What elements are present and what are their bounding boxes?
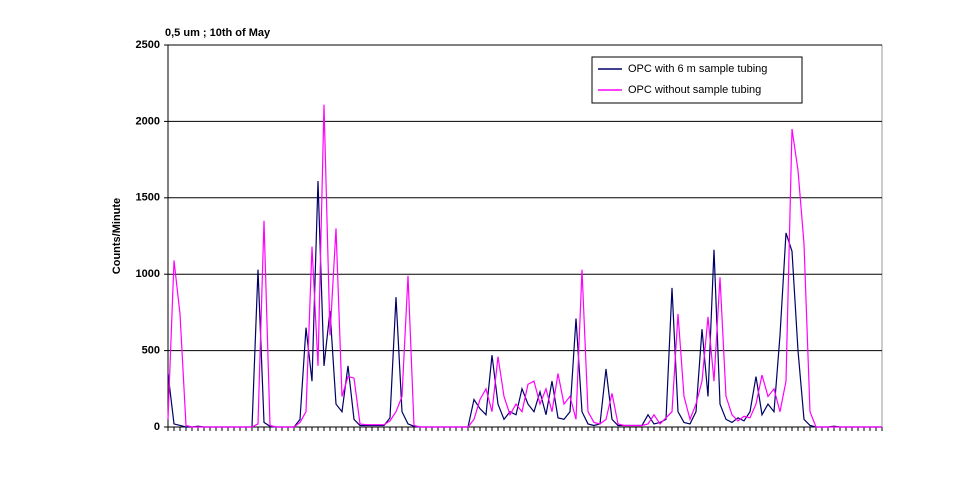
y-tick-label: 0 [154, 421, 160, 433]
chart-title: 0,5 um ; 10th of May [165, 27, 271, 39]
y-tick-label: 500 [142, 345, 160, 357]
y-tick-label: 1000 [136, 268, 160, 280]
y-tick-label: 2000 [136, 115, 160, 127]
y-axis-label: Counts/Minute [111, 198, 123, 274]
series-line [167, 104, 882, 428]
legend-box [591, 56, 803, 104]
y-tick-label: 2500 [136, 39, 160, 51]
legend-label: OPC without sample tubing [628, 84, 761, 96]
y-tick-label: 1500 [136, 192, 160, 204]
legend-label: OPC with 6 m sample tubing [628, 63, 767, 75]
